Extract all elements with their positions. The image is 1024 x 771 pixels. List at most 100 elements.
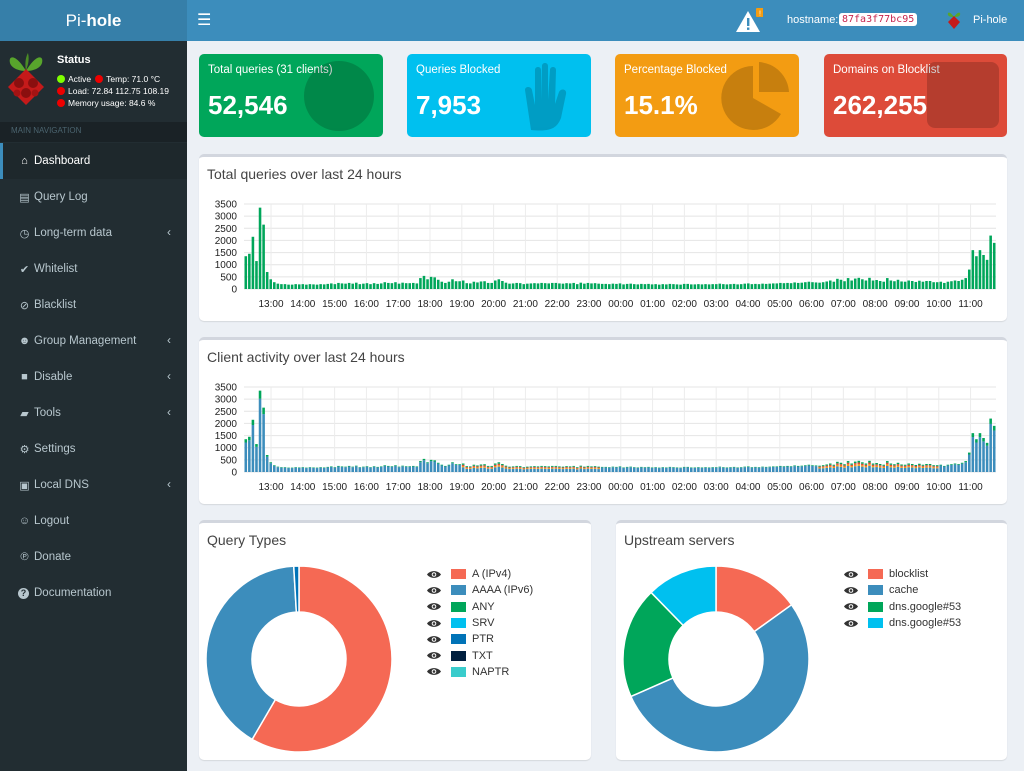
- bar[interactable]: [583, 469, 586, 472]
- sidebar-item-long-term-data[interactable]: ◷ Long-term data ‹: [0, 215, 187, 251]
- sidebar-item-logout[interactable]: ☺ Logout: [0, 503, 187, 539]
- bar[interactable]: [511, 283, 515, 289]
- bar[interactable]: [469, 468, 472, 472]
- pie-slice-dns-google-53[interactable]: [650, 565, 717, 627]
- bar[interactable]: [290, 284, 294, 289]
- bar[interactable]: [732, 466, 736, 468]
- bar[interactable]: [269, 279, 273, 289]
- sidebar-toggle-icon[interactable]: ☰: [197, 12, 212, 29]
- bar[interactable]: [935, 465, 939, 467]
- bar[interactable]: [857, 460, 861, 463]
- bar[interactable]: [436, 279, 440, 289]
- bar[interactable]: [846, 461, 850, 463]
- bar[interactable]: [379, 283, 383, 289]
- bar[interactable]: [575, 284, 579, 289]
- bar[interactable]: [857, 277, 861, 289]
- bar[interactable]: [910, 463, 914, 466]
- bar[interactable]: [258, 207, 262, 289]
- bar[interactable]: [900, 467, 903, 472]
- bar[interactable]: [946, 465, 950, 472]
- bar[interactable]: [379, 466, 383, 467]
- bar[interactable]: [561, 467, 565, 469]
- bar[interactable]: [472, 466, 476, 468]
- bar[interactable]: [479, 464, 483, 466]
- bar[interactable]: [568, 466, 572, 468]
- bar[interactable]: [533, 467, 536, 469]
- bar[interactable]: [722, 284, 725, 289]
- bar[interactable]: [575, 467, 579, 468]
- bar[interactable]: [957, 463, 960, 465]
- bar[interactable]: [846, 278, 850, 289]
- bar[interactable]: [493, 467, 497, 472]
- query-types-donut[interactable]: [199, 559, 399, 759]
- bar[interactable]: [625, 467, 629, 472]
- bar[interactable]: [547, 283, 551, 289]
- bar[interactable]: [893, 464, 896, 466]
- bar[interactable]: [469, 466, 472, 468]
- bar[interactable]: [853, 461, 857, 464]
- bar[interactable]: [886, 461, 889, 463]
- bar[interactable]: [943, 466, 946, 472]
- bar[interactable]: [921, 464, 925, 466]
- bar[interactable]: [433, 460, 436, 462]
- bar[interactable]: [419, 461, 422, 463]
- bar[interactable]: [871, 464, 875, 467]
- bar[interactable]: [543, 283, 547, 289]
- bar[interactable]: [903, 467, 907, 472]
- bar[interactable]: [301, 284, 305, 289]
- bar[interactable]: [561, 283, 565, 289]
- bar[interactable]: [501, 465, 504, 467]
- bar[interactable]: [415, 466, 419, 472]
- bar[interactable]: [547, 467, 551, 469]
- bar[interactable]: [454, 281, 458, 289]
- bar[interactable]: [583, 467, 586, 469]
- bar[interactable]: [900, 281, 903, 289]
- bar[interactable]: [982, 255, 985, 289]
- bar[interactable]: [975, 256, 978, 289]
- bar[interactable]: [426, 463, 429, 472]
- bar[interactable]: [593, 467, 597, 469]
- bar[interactable]: [401, 466, 404, 472]
- bar[interactable]: [843, 281, 846, 289]
- bar[interactable]: [340, 283, 344, 289]
- bar[interactable]: [493, 463, 497, 465]
- bar[interactable]: [404, 466, 408, 467]
- bar[interactable]: [447, 465, 451, 472]
- bar[interactable]: [768, 466, 771, 468]
- bar[interactable]: [536, 466, 540, 468]
- bar[interactable]: [383, 465, 387, 466]
- bar[interactable]: [351, 467, 354, 472]
- bar[interactable]: [451, 279, 454, 289]
- bar[interactable]: [297, 467, 301, 472]
- eye-icon[interactable]: [427, 651, 441, 660]
- bar[interactable]: [886, 278, 889, 289]
- bar[interactable]: [597, 283, 600, 289]
- bar[interactable]: [978, 437, 982, 472]
- bar[interactable]: [629, 283, 632, 289]
- bar[interactable]: [900, 464, 903, 466]
- bar[interactable]: [971, 250, 975, 289]
- legend-item[interactable]: dns.google#53: [844, 599, 961, 615]
- bar[interactable]: [935, 468, 939, 472]
- bar[interactable]: [376, 466, 379, 468]
- bar[interactable]: [558, 468, 561, 469]
- bar[interactable]: [732, 283, 736, 289]
- bar[interactable]: [665, 284, 668, 289]
- bar[interactable]: [493, 280, 497, 290]
- bar[interactable]: [618, 466, 622, 467]
- bar[interactable]: [440, 464, 444, 466]
- bar[interactable]: [893, 465, 896, 467]
- bar[interactable]: [326, 467, 330, 472]
- bar[interactable]: [957, 280, 960, 289]
- bar[interactable]: [886, 465, 889, 472]
- bar[interactable]: [483, 467, 486, 472]
- bar[interactable]: [579, 467, 583, 469]
- bar[interactable]: [846, 465, 850, 472]
- bar[interactable]: [907, 466, 910, 468]
- bar[interactable]: [828, 466, 832, 468]
- bar[interactable]: [251, 419, 255, 426]
- bar[interactable]: [839, 462, 843, 465]
- bar[interactable]: [946, 281, 950, 289]
- bar[interactable]: [950, 465, 953, 472]
